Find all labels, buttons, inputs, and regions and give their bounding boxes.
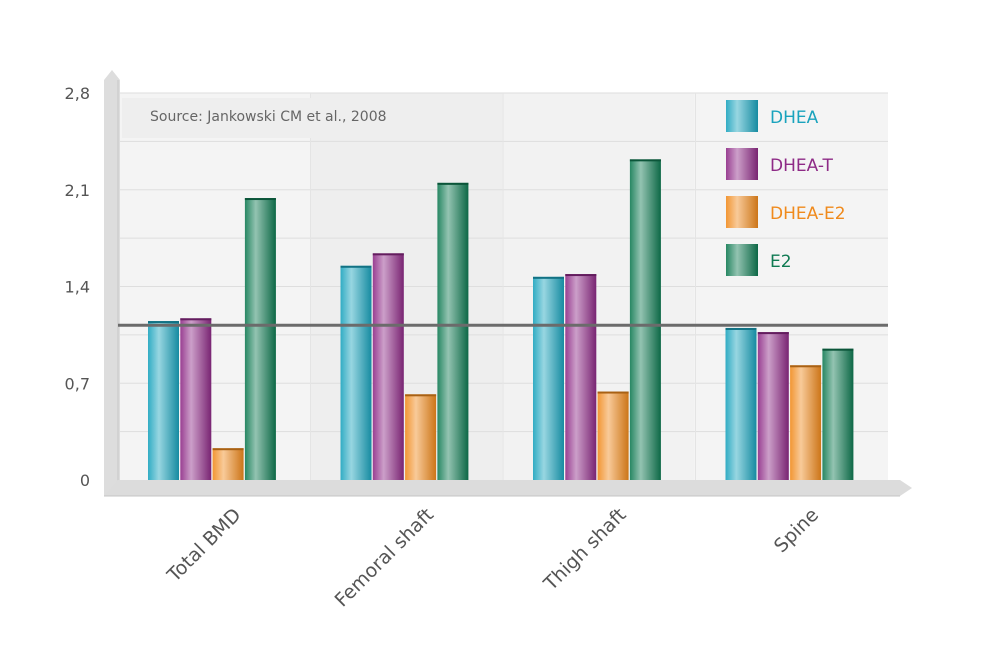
bar-dhea-spine: [725, 327, 757, 480]
bar-top-e2-total-bmd: [244, 198, 276, 201]
bar-top-e2-femoral-shaft: [437, 182, 469, 185]
legend: DHEA DHEA-T DHEA-E2 E2: [726, 100, 846, 276]
y-tick-label: 1,4: [65, 278, 90, 297]
bar-top-dhea-t-total-bmd: [180, 318, 212, 321]
bar-dhea-total-bmd: [148, 321, 179, 480]
bar-dhea-e2-thigh-shaft: [597, 391, 629, 480]
bar-dhea-e2-spine: [790, 365, 822, 480]
y-tick-labels: 0 0,7 1,4 2,1 2,8: [65, 84, 90, 490]
legend-swatch-dhea-e2: [726, 196, 758, 228]
category-label-femoral-shaft: Femoral shaft: [331, 504, 438, 611]
bar-top-e2-spine: [822, 348, 854, 351]
y-tick-label: 0,7: [65, 374, 90, 393]
bar-e2-thigh-shaft: [629, 159, 661, 481]
bar-top-dhea-e2-thigh-shaft: [597, 391, 629, 394]
bar-dhea-t-thigh-shaft: [565, 274, 597, 480]
bar-top-dhea-e2-total-bmd: [212, 448, 244, 451]
y-tick-label: 0: [80, 471, 90, 490]
bar-dhea-t-femoral-shaft: [372, 253, 404, 480]
bar-dhea-e2-total-bmd: [212, 448, 244, 480]
bars: [148, 159, 854, 481]
bar-e2-femoral-shaft: [437, 182, 469, 480]
source-note: Source: Jankowski CM et al., 2008: [150, 109, 387, 125]
x-axis-face: [104, 480, 912, 496]
bar-dhea-e2-femoral-shaft: [405, 394, 437, 480]
legend-swatch-e2: [726, 244, 758, 276]
legend-label-dhea: DHEA: [770, 108, 819, 128]
source-note-box: [122, 98, 452, 138]
bar-top-dhea-thigh-shaft: [533, 276, 564, 279]
y-tick-label: 2,8: [65, 84, 90, 103]
bar-top-e2-thigh-shaft: [629, 159, 661, 162]
legend-label-dhea-e2: DHEA-E2: [770, 204, 846, 224]
legend-label-dhea-t: DHEA-T: [770, 156, 833, 176]
bar-top-dhea-e2-spine: [790, 365, 822, 368]
category-labels: Total BMD Femoral shaft Thigh shaft Spine: [162, 504, 823, 611]
legend-swatch-dhea: [726, 100, 758, 132]
category-label-total-bmd: Total BMD: [162, 504, 245, 587]
bar-dhea-t-spine: [757, 332, 789, 480]
bar-top-dhea-e2-femoral-shaft: [405, 394, 437, 397]
y-tick-label: 2,1: [65, 181, 90, 200]
category-label-thigh-shaft: Thigh shaft: [539, 504, 631, 596]
bar-top-dhea-t-thigh-shaft: [565, 274, 597, 277]
bar-top-dhea-t-spine: [757, 332, 789, 335]
bar-e2-total-bmd: [244, 198, 276, 481]
bar-dhea-t-total-bmd: [180, 318, 212, 480]
category-label-spine: Spine: [770, 504, 823, 557]
bar-e2-spine: [822, 348, 854, 480]
bar-top-dhea-spine: [725, 327, 757, 330]
legend-label-e2: E2: [770, 252, 792, 272]
y-axis-face: [104, 70, 120, 496]
bar-top-dhea-total-bmd: [148, 321, 179, 324]
legend-swatch-dhea-t: [726, 148, 758, 180]
bar-dhea-thigh-shaft: [533, 276, 564, 480]
bar-top-dhea-t-femoral-shaft: [372, 253, 404, 256]
bar-dhea-femoral-shaft: [340, 265, 372, 480]
x-axis: [104, 480, 912, 497]
bar-top-dhea-femoral-shaft: [340, 265, 372, 268]
y-axis: [104, 70, 120, 496]
